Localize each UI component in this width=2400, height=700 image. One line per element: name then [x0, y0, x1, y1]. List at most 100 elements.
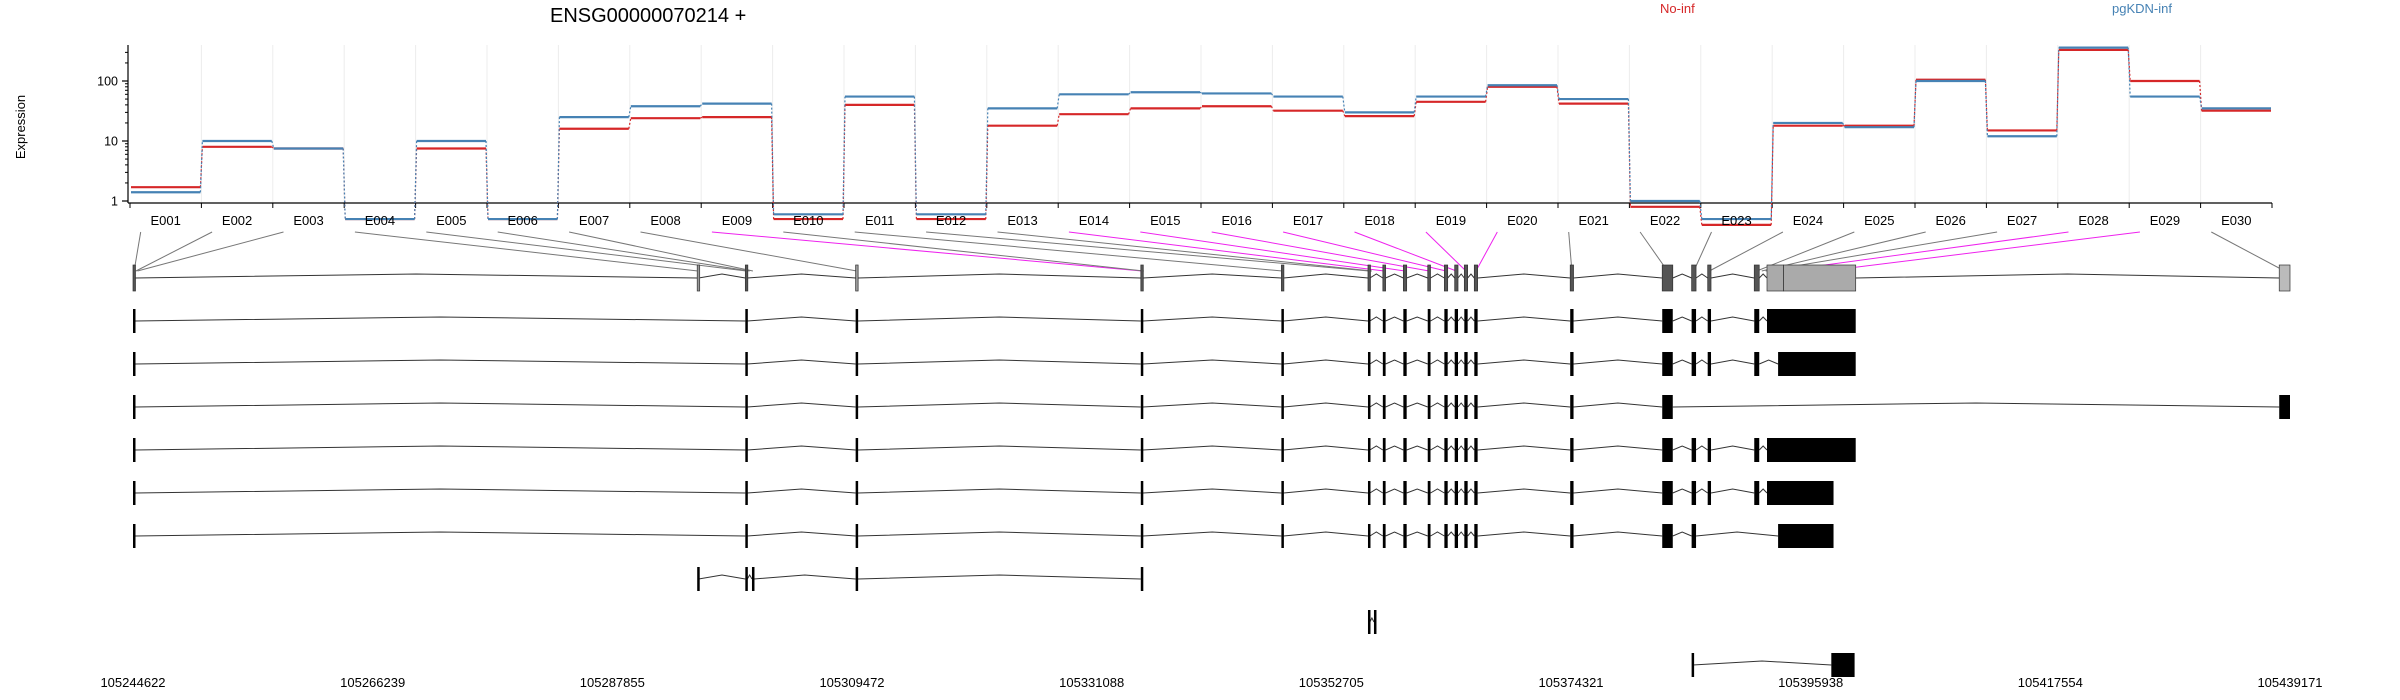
- exon-block: [1281, 438, 1284, 462]
- intron-line: [857, 359, 1141, 365]
- exon-connector: [1568, 231, 1573, 272]
- intron-line: [1447, 488, 1456, 494]
- intron-line: [1573, 359, 1663, 365]
- exon-block: [1754, 352, 1760, 376]
- exon-connector: [1761, 231, 1926, 272]
- exon-block: [1753, 264, 1760, 292]
- series-connector: [1770, 125, 1774, 225]
- intron-line: [135, 445, 746, 451]
- exon-block: [1444, 524, 1448, 548]
- series-connector: [1699, 206, 1703, 225]
- exon-block: [855, 309, 859, 333]
- intron-line: [1477, 316, 1571, 322]
- intron-line: [747, 531, 856, 537]
- exon-block: [1474, 395, 1478, 419]
- exon-block: [1570, 438, 1574, 462]
- exon-block: [1767, 309, 1856, 333]
- exon-block: [1474, 352, 1478, 376]
- exon-connector: [1780, 231, 2069, 272]
- exon-block: [1707, 264, 1712, 292]
- exon-block: [745, 524, 748, 548]
- exon-block: [133, 438, 136, 462]
- exon-block: [1707, 438, 1712, 462]
- intron-line: [1573, 531, 1663, 537]
- intron-line: [1447, 445, 1456, 451]
- intron-line: [1457, 531, 1465, 537]
- exon-block: [1140, 352, 1144, 376]
- series-connector: [1485, 85, 1489, 97]
- series-connector: [1199, 91, 1203, 94]
- genomic-coordinate-label: 105266239: [340, 675, 405, 690]
- intron-line: [135, 488, 746, 494]
- exon-block: [1382, 481, 1386, 505]
- series-connector: [628, 118, 632, 129]
- genomic-coordinate-label: 105395938: [1778, 675, 1843, 690]
- intron-line: [1759, 359, 1779, 365]
- intron-line: [698, 273, 746, 279]
- series-connector: [1128, 91, 1132, 95]
- exon-block: [1474, 524, 1478, 548]
- exon-block: [1454, 264, 1459, 292]
- exon-block: [1140, 481, 1144, 505]
- exon-block: [1464, 438, 1468, 462]
- intron-line: [1710, 445, 1755, 451]
- series-connector: [1699, 200, 1703, 220]
- intron-line: [1477, 273, 1571, 279]
- intron-line: [1283, 402, 1369, 408]
- exon-connector: [640, 231, 857, 272]
- exon-label: E030: [2221, 213, 2251, 228]
- exon-label: E024: [1793, 213, 1823, 228]
- exon-block: [2279, 395, 2290, 419]
- exon-block: [1464, 481, 1468, 505]
- intron-line: [1710, 273, 1755, 279]
- exon-block: [1367, 352, 1371, 376]
- exon-connector: [426, 231, 747, 272]
- exon-block: [1707, 481, 1712, 505]
- exon-block: [1403, 395, 1407, 419]
- exon-block: [1367, 481, 1371, 505]
- exon-connector: [2211, 231, 2285, 272]
- intron-line: [747, 316, 856, 322]
- intron-line: [1406, 445, 1428, 451]
- intron-line: [1672, 531, 1692, 537]
- series-connector: [1556, 86, 1560, 104]
- intron-line: [1695, 445, 1708, 451]
- exon-label: E017: [1293, 213, 1323, 228]
- exon-block: [1427, 395, 1431, 419]
- exon-block: [1691, 653, 1695, 677]
- intron-line: [1696, 531, 1779, 537]
- y-tick-label: 100: [97, 75, 118, 89]
- genomic-coordinate-label: 105287855: [580, 675, 645, 690]
- intron-line: [1385, 359, 1404, 365]
- exon-block: [1662, 481, 1673, 505]
- intron-line: [1283, 531, 1369, 537]
- exon-label: E012: [936, 213, 966, 228]
- intron-line: [1369, 616, 1375, 623]
- series-connector: [2056, 49, 2060, 131]
- intron-line: [1406, 531, 1428, 537]
- exon-connector: [1475, 231, 1498, 272]
- exon-block: [1570, 309, 1574, 333]
- exon-block: [1691, 481, 1697, 505]
- series-connector: [414, 140, 418, 220]
- axes: 1 10 100: [97, 45, 2273, 209]
- exon-connector: [1639, 231, 1668, 272]
- exon-block: [1367, 264, 1371, 292]
- intron-line: [1142, 531, 1282, 537]
- exon-block: [1570, 352, 1574, 376]
- exon-block: [132, 264, 136, 292]
- intron-line: [1406, 359, 1428, 365]
- exon-label: E005: [436, 213, 466, 228]
- intron-line: [857, 531, 1141, 537]
- exon-label: E025: [1864, 213, 1894, 228]
- series-connector: [2056, 47, 2060, 137]
- exon-block: [1367, 610, 1371, 634]
- intron-line: [753, 574, 856, 580]
- intron-line: [1142, 273, 1282, 279]
- intron-line: [747, 273, 856, 279]
- exon-block: [1367, 438, 1371, 462]
- intron-line: [1477, 531, 1571, 537]
- exon-block: [1662, 352, 1673, 376]
- intron-line: [1369, 445, 1384, 451]
